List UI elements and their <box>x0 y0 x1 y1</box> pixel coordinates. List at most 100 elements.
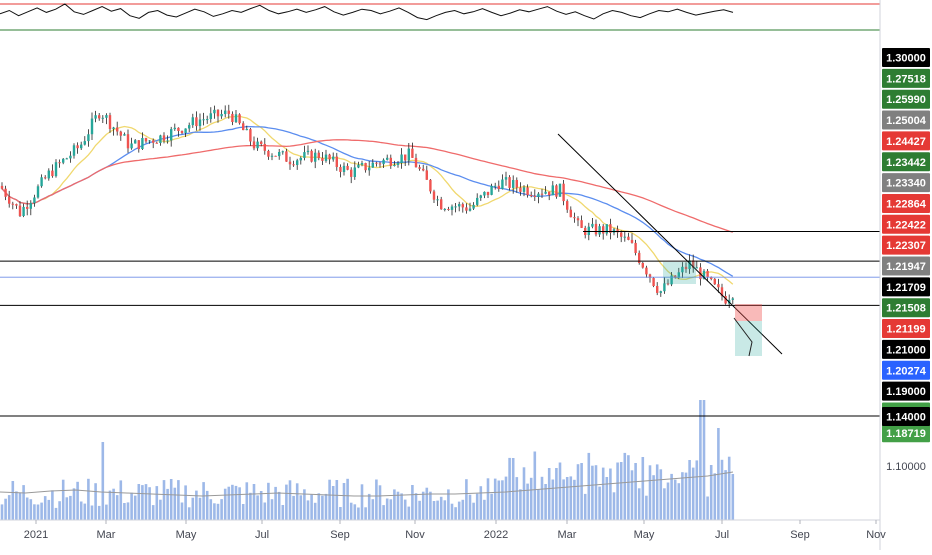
volume-bar-81 <box>292 495 295 520</box>
candle-body-10 <box>36 186 40 198</box>
price-pill-3[interactable]: 1.25004 <box>882 110 930 130</box>
price-pill-text-13: 1.21199 <box>886 324 925 336</box>
volume-bar-22 <box>79 501 83 520</box>
time-label-2[interactable]: May <box>176 529 197 541</box>
candle-body-0 <box>0 185 4 189</box>
volume-bar-172 <box>619 462 623 520</box>
price-pill-bg-11 <box>882 277 930 297</box>
price-pill-8[interactable]: 1.22422 <box>882 214 930 234</box>
volume-bar-123 <box>443 500 447 520</box>
time-label-10[interactable]: Sep <box>790 529 810 541</box>
candle-body-60 <box>216 109 220 117</box>
volume-bar-12 <box>43 496 47 520</box>
time-label-8[interactable]: May <box>634 529 655 541</box>
price-pill-text-3: 1.25004 <box>886 115 927 127</box>
candle-body-61 <box>220 114 223 117</box>
time-label-5[interactable]: Nov <box>405 529 425 541</box>
volume-bar-97 <box>349 502 353 520</box>
volume-bar-104 <box>375 479 378 520</box>
volume-bar-198 <box>713 473 717 520</box>
volume-bar-26 <box>94 483 97 520</box>
price-pill-18[interactable]: 1.18719 <box>882 423 930 443</box>
price-pill-bg-14 <box>882 339 930 359</box>
volume-bar-181 <box>652 475 655 520</box>
volume-bar-116 <box>418 500 421 520</box>
volume-bar-71 <box>256 495 259 520</box>
price-pill-15[interactable]: 1.20274 <box>882 360 930 380</box>
volume-bars <box>0 400 735 520</box>
price-pill-5[interactable]: 1.23442 <box>882 152 930 172</box>
past-trade-box[interactable] <box>663 262 696 284</box>
volume-bar-51 <box>184 485 187 520</box>
stop-zone-box[interactable] <box>735 304 762 321</box>
time-label-0[interactable]: 2021 <box>24 529 48 541</box>
candle-body-12 <box>44 177 47 179</box>
volume-bar-39 <box>141 485 144 520</box>
time-label-3[interactable]: Jul <box>255 529 269 541</box>
volume-bar-161 <box>580 463 583 520</box>
price-pill-19[interactable]: 1.14000 <box>882 407 930 426</box>
price-pill-7[interactable]: 1.22864 <box>882 193 930 213</box>
price-pill-16[interactable]: 1.19000 <box>882 381 930 401</box>
candle-body-155 <box>558 183 562 197</box>
candle-body-134 <box>483 191 486 196</box>
volume-bar-126 <box>454 507 457 520</box>
price-pill-6[interactable]: 1.23340 <box>882 173 930 193</box>
volume-bar-48 <box>173 487 177 520</box>
projection-path[interactable] <box>733 317 753 357</box>
time-label-6[interactable]: 2022 <box>484 529 508 541</box>
time-label-9[interactable]: Jul <box>715 529 729 541</box>
price-pill-text-18: 1.18719 <box>886 428 926 440</box>
trend-line[interactable] <box>557 133 783 355</box>
candle-body-62 <box>224 110 227 114</box>
volume-bar-109 <box>393 489 396 520</box>
ma-long-line <box>1 139 733 233</box>
price-pill-4[interactable]: 1.24427 <box>882 131 930 151</box>
volume-bar-33 <box>119 480 123 520</box>
volume-bar-177 <box>637 488 641 520</box>
volume-bar-194 <box>699 400 702 520</box>
price-pill-12[interactable]: 1.21508 <box>882 298 930 318</box>
candle-body-54 <box>195 117 198 127</box>
price-axis[interactable]: 1.30000 1.27518 1.25990 1.25004 1.24427 1.234… <box>879 0 930 550</box>
candle-body-29 <box>105 115 108 118</box>
candle-body-88 <box>317 152 320 159</box>
candle-body-199 <box>717 284 720 288</box>
volume-bar-93 <box>335 480 339 520</box>
volume-bar-197 <box>709 465 713 520</box>
candle-body-69 <box>249 129 252 142</box>
candle-body-48 <box>173 127 176 130</box>
price-pill-10[interactable]: 1.21947 <box>882 256 930 276</box>
price-pill-13[interactable]: 1.21199 <box>882 319 930 339</box>
volume-bar-63 <box>227 486 231 520</box>
time-label-1[interactable]: Mar <box>97 529 116 541</box>
target-zone-box[interactable] <box>735 321 762 356</box>
candle-body-115 <box>414 157 418 168</box>
price-pill-11[interactable]: 1.21709 <box>882 277 930 297</box>
time-axis[interactable]: 2021 Mar May Jul Sep Nov 2022 Mar May Jul Sep Nov <box>0 519 886 541</box>
price-pill-0[interactable]: 1.30000 <box>882 48 930 67</box>
candle-body-126 <box>454 206 457 208</box>
drawing-lines[interactable] <box>0 133 880 417</box>
volume-bar-85 <box>306 500 310 520</box>
price-pill-14[interactable]: 1.21000 <box>882 339 930 359</box>
time-label-7[interactable]: Mar <box>558 529 577 541</box>
volume-bar-18 <box>65 497 69 520</box>
candle-body-8 <box>29 203 32 209</box>
volume-bar-19 <box>69 495 72 520</box>
candle-body-55 <box>198 119 202 127</box>
candle-body-68 <box>245 129 248 131</box>
volume-bar-94 <box>339 507 342 520</box>
time-label-11[interactable]: Nov <box>866 529 886 541</box>
volume-bar-162 <box>583 493 587 520</box>
price-pill-1[interactable]: 1.27518 <box>882 68 930 88</box>
candle-body-108 <box>389 157 392 166</box>
price-pill-9[interactable]: 1.22307 <box>882 235 930 255</box>
candle-body-119 <box>429 179 432 192</box>
time-label-4[interactable]: Sep <box>330 529 350 541</box>
volume-bar-96 <box>346 478 349 520</box>
price-pill-2[interactable]: 1.25990 <box>882 89 930 109</box>
volume-bar-62 <box>223 488 227 520</box>
